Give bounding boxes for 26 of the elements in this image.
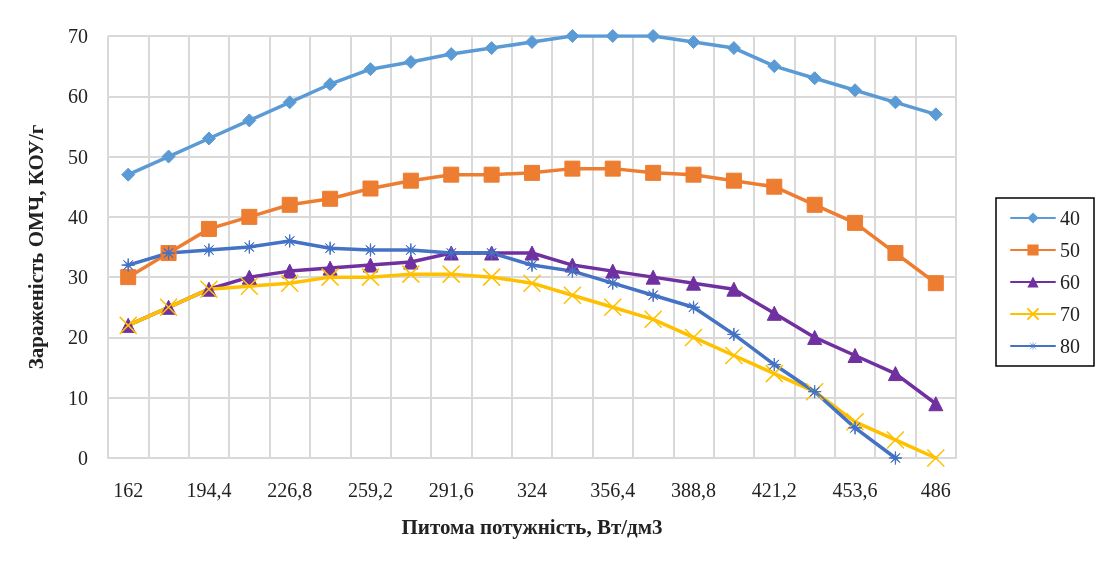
y-tick-label: 20 [68,326,88,349]
y-tick-label: 40 [68,205,88,228]
y-tick-label: 50 [68,145,88,168]
x-tick-label: 259,2 [347,479,393,501]
x-tick-label: 453,6 [832,479,878,501]
x-tick-label: 324 [517,479,547,501]
x-tick-label: 356,4 [590,479,636,501]
y-tick-label: 0 [78,447,88,469]
y-tick-label: 30 [68,266,88,289]
legend-label: 60 [1060,271,1080,293]
y-tick-label: 60 [68,85,88,108]
x-tick-label: 291,6 [428,479,474,501]
legend-label: 40 [1060,207,1080,229]
x-tick-label: 162 [113,479,144,501]
y-tick-label: 10 [68,386,88,409]
x-tick-label: 194,4 [186,479,232,501]
legend-label: 80 [1060,335,1080,357]
y-tick-label: 70 [68,25,88,47]
x-tick-label: 388,8 [671,479,717,501]
x-tick-label: 421,2 [751,479,797,501]
legend-label: 50 [1060,239,1080,261]
x-axis-title: Питома потужність, Вт/дм3 [401,514,663,539]
x-tick-label: 226,8 [267,479,313,501]
x-tick-label: 486 [920,479,951,501]
legend-label: 70 [1060,303,1080,325]
y-axis-title: Зараженість ОМЧ, КОУ/г [23,124,48,370]
